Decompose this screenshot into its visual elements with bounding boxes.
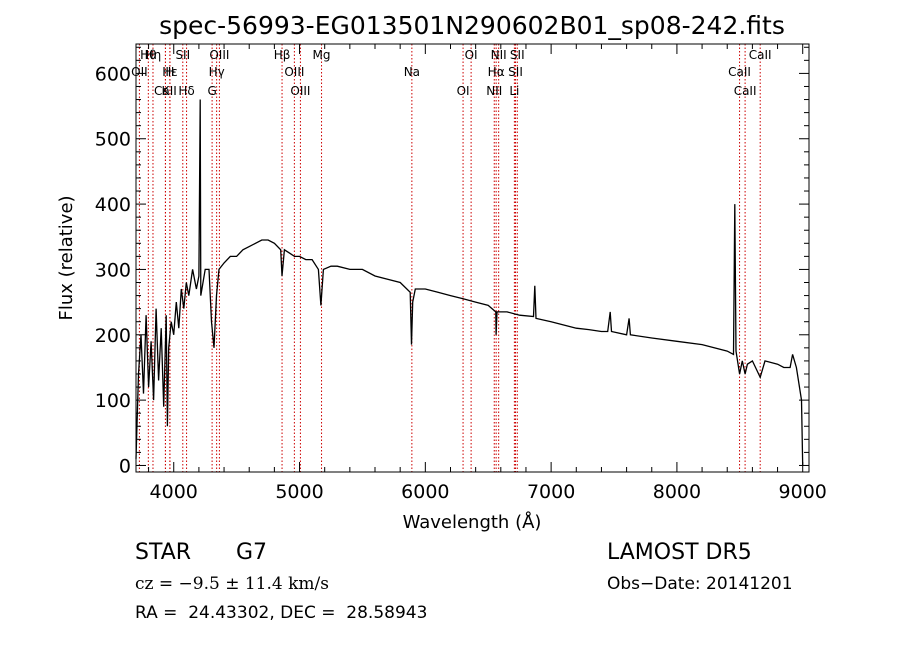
x-tick-label: 7000 — [527, 481, 575, 503]
line-label: NII — [486, 84, 502, 98]
x-tick-label: 8000 — [653, 481, 701, 503]
line-label: Hγ — [209, 65, 225, 79]
line-label: OIII — [290, 84, 310, 98]
object-class: STAR — [135, 540, 192, 565]
y-tick-label: 500 — [95, 129, 131, 151]
x-tick-label: 9000 — [779, 481, 827, 503]
y-tick-label: 600 — [95, 63, 131, 85]
line-label: OI — [465, 48, 478, 62]
x-axis-label: Wavelength (Å) — [403, 511, 542, 533]
spectrum-line — [135, 99, 804, 466]
y-tick-label: 300 — [95, 259, 131, 281]
line-label: SII — [510, 48, 525, 62]
line-label: OIII — [284, 65, 304, 79]
observation-date: Obs−Date: 20141201 — [607, 574, 793, 594]
redshift-value: cz = −9.5 ± 11.4 km/s — [135, 574, 329, 594]
chart-title: spec-56993-EG013501N290602B01_sp08-242.f… — [159, 11, 785, 40]
line-label: CaII — [749, 48, 772, 62]
line-label: OII — [131, 65, 148, 79]
spectral-line-markers — [138, 44, 761, 472]
y-tick-label: 400 — [95, 194, 131, 216]
line-label: Hη — [145, 48, 162, 62]
line-label: CaII — [728, 65, 751, 79]
y-axis-ticks: 0 100 200 300 400 500 600 — [95, 46, 809, 477]
line-label: K — [161, 84, 170, 98]
line-label: Hθ — [140, 48, 156, 62]
survey-name: LAMOST DR5 — [607, 540, 752, 565]
line-label: Hβ — [274, 48, 291, 62]
y-tick-label: 200 — [95, 325, 131, 347]
y-tick-label: 100 — [95, 390, 131, 412]
line-label: Hδ — [178, 84, 194, 98]
line-label: OI — [457, 84, 470, 98]
line-label: CaII — [154, 84, 177, 98]
line-label: Li — [509, 84, 519, 98]
line-label: Na — [404, 65, 420, 79]
line-label: Hε — [162, 65, 178, 79]
plot-frame — [135, 43, 810, 473]
line-label: NII — [491, 48, 507, 62]
x-tick-label: 6000 — [401, 481, 449, 503]
object-subclass: G7 — [236, 540, 268, 565]
x-axis-ticks: 4000 5000 6000 7000 8000 9000 — [148, 44, 827, 503]
coordinates: RA = 24.43302, DEC = 28.58943 — [135, 603, 428, 623]
line-label: CaII — [734, 84, 757, 98]
x-tick-label: 4000 — [150, 481, 198, 503]
spectral-line-labels: HθOIICaIIHηHεKSIIHHδOIIIHγGHβOIIIOIIIMgN… — [131, 48, 771, 98]
line-label: G — [207, 84, 216, 98]
y-axis-label: Flux (relative) — [56, 195, 77, 320]
line-label: SII — [508, 65, 523, 79]
line-label: Mg — [313, 48, 331, 62]
line-label: H — [165, 65, 174, 79]
y-tick-label: 0 — [119, 455, 131, 477]
line-label: SII — [175, 48, 190, 62]
line-label: OIII — [209, 48, 229, 62]
line-label: Hα — [488, 65, 505, 79]
x-tick-label: 5000 — [275, 481, 323, 503]
